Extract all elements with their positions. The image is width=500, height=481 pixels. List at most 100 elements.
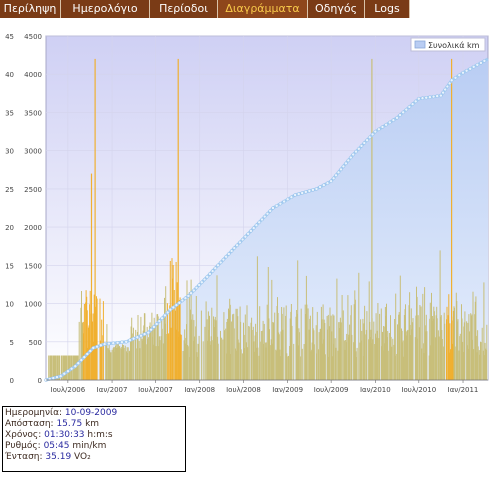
daily-bar — [155, 346, 157, 380]
cumulative-point — [165, 310, 170, 315]
daily-bar — [266, 342, 268, 380]
daily-bar — [269, 329, 270, 380]
cumulative-point — [325, 181, 330, 185]
daily-bar — [438, 336, 440, 380]
daily-bar — [220, 330, 221, 380]
daily-bar — [257, 347, 259, 380]
daily-bar — [422, 343, 424, 380]
daily-bar — [209, 315, 210, 380]
daily-bar — [425, 314, 427, 380]
cumulative-point — [307, 189, 312, 193]
daily-bar — [448, 352, 450, 380]
daily-bar — [289, 318, 291, 380]
cumulative-point — [51, 376, 56, 380]
daily-bar — [186, 280, 188, 380]
daily-bar — [83, 304, 85, 380]
daily-bar — [312, 328, 314, 380]
cumulative-point — [142, 332, 147, 336]
cumulative-point — [410, 102, 415, 106]
daily-bar — [119, 348, 121, 380]
daily-bar — [466, 321, 468, 380]
daily-bar — [89, 290, 91, 380]
daily-bar — [343, 340, 345, 380]
info-row-time: Χρόνος: 01:30:33 h:m:s — [5, 430, 183, 441]
cumulative-point — [331, 176, 336, 181]
info-row-pace: Ρυθμός: 05:45 min/km — [5, 441, 183, 452]
right-axis-tick-label: 1000 — [24, 301, 42, 309]
daily-bar — [297, 260, 299, 380]
daily-bar — [315, 325, 317, 380]
cumulative-point — [216, 263, 220, 268]
daily-bar — [179, 297, 181, 380]
daily-bar — [475, 335, 477, 380]
daily-bar — [265, 347, 267, 380]
cumulative-point — [232, 246, 237, 250]
cumulative-point — [457, 73, 462, 77]
cumulative-point — [171, 305, 176, 310]
tab-logs[interactable]: Logs — [365, 0, 410, 18]
cumulative-point — [336, 170, 341, 175]
info-label: Απόσταση: — [5, 419, 57, 429]
daily-bar — [273, 322, 274, 380]
cumulative-area-fill — [46, 58, 488, 381]
daily-bar — [160, 336, 162, 380]
daily-bar — [80, 307, 82, 380]
daily-bar — [361, 330, 363, 380]
daily-bar — [205, 301, 207, 380]
cumulative-point — [224, 254, 228, 259]
daily-bar — [398, 312, 400, 380]
tab-calendar[interactable]: Ημερολόγιο — [61, 0, 150, 18]
daily-bar — [459, 333, 461, 380]
daily-bar — [56, 355, 58, 380]
daily-bar — [429, 302, 431, 380]
daily-bar — [288, 355, 289, 380]
tab-guide[interactable]: Οδηγός — [308, 0, 365, 18]
daily-bar — [328, 326, 330, 380]
daily-bar — [363, 323, 365, 380]
cumulative-point — [262, 214, 267, 219]
daily-bar — [108, 345, 110, 380]
cumulative-point — [413, 99, 418, 104]
daily-bar — [376, 330, 378, 380]
daily-bar — [323, 319, 325, 380]
cumulative-point — [443, 87, 447, 92]
daily-bar — [436, 318, 438, 380]
daily-bar — [484, 355, 485, 380]
daily-bar — [458, 350, 460, 380]
daily-bar — [278, 332, 280, 380]
tab-summary[interactable]: Περίληψη — [0, 0, 61, 18]
daily-bar — [348, 334, 350, 380]
daily-bar — [311, 342, 313, 380]
daily-bar — [282, 329, 284, 380]
daily-bar — [263, 343, 265, 380]
daily-bar — [388, 333, 390, 380]
daily-bar — [478, 350, 480, 380]
daily-bar — [146, 326, 148, 380]
daily-bar — [119, 346, 121, 380]
chart-svg: 0 5 10 15 20 25 30 35 40 45 0 500 1000 1500 2000 2500 30… — [5, 33, 489, 394]
cumulative-point — [339, 167, 343, 172]
left-axis-tick-label: 35 — [5, 109, 14, 117]
info-label: Ρυθμός: — [5, 441, 44, 451]
cumulative-point — [249, 229, 253, 233]
tab-charts[interactable]: Διαγράμματα — [218, 0, 308, 18]
left-axis-tick-label: 15 — [5, 262, 14, 270]
daily-bar — [474, 314, 476, 380]
daily-bar — [365, 329, 367, 380]
daily-bar — [113, 347, 115, 380]
daily-bar — [405, 335, 407, 380]
x-axis-tick-label: Ιουλ/2008 — [226, 386, 261, 394]
daily-bar — [301, 348, 303, 380]
cumulative-point — [111, 341, 116, 345]
daily-bar — [332, 314, 334, 380]
cumulative-point — [107, 341, 111, 346]
daily-bar — [64, 355, 66, 380]
daily-bar — [172, 265, 174, 380]
daily-bar — [309, 318, 311, 380]
cumulative-point — [311, 188, 315, 192]
cumulative-point — [192, 288, 196, 293]
tab-periods[interactable]: Περίοδοι — [150, 0, 218, 18]
daily-bar — [118, 347, 120, 380]
daily-bar — [479, 354, 481, 380]
cumulative-point — [157, 319, 162, 323]
